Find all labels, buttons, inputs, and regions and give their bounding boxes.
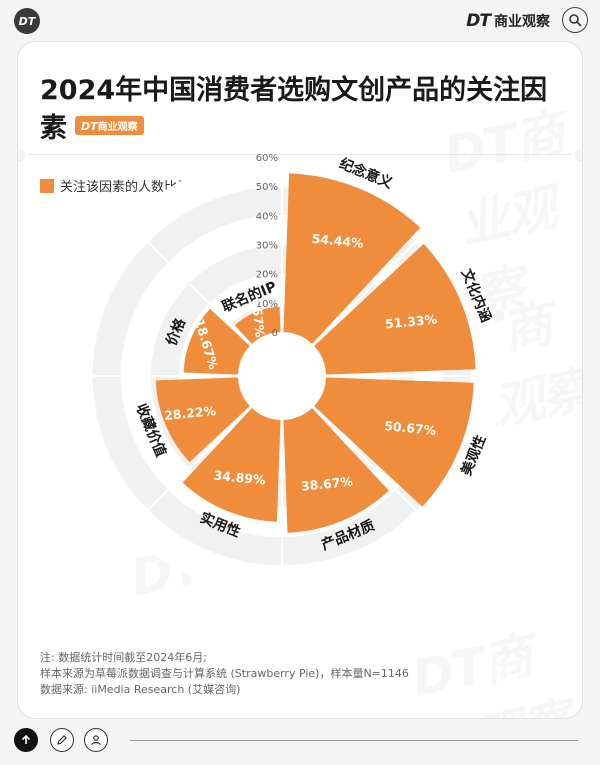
value-label: 54.44% (311, 231, 365, 251)
grid-spoke (312, 220, 438, 346)
value-label: 34.89% (213, 468, 267, 488)
bar-价格 (183, 308, 250, 375)
bar-收藏价值 (155, 377, 250, 463)
bottom-divider (130, 740, 578, 741)
search-icon (569, 14, 582, 27)
top-bar: DT DT 商业观察 (0, 0, 600, 42)
grid-spoke (312, 406, 438, 532)
legend: 关注该因素的人数比例 (40, 176, 190, 195)
bar-美观性 (314, 377, 474, 507)
page-title: 2024年中国消费者选购文创产品的关注因素 DT商业观察 (40, 72, 560, 148)
value-label: 28.22% (163, 403, 217, 423)
value-label: 8.67% (248, 293, 267, 338)
bar-文化内涵 (314, 243, 476, 375)
badge-dt: DT (81, 120, 98, 133)
note-line: 数据来源: iiMedia Research (艾媒咨询) (40, 683, 241, 696)
chart-ticks: 0 10% 20% 30% 40% 50% 60% (256, 153, 278, 339)
pencil-icon (57, 735, 67, 745)
tick-label: 0 (272, 328, 278, 339)
footnotes: 注: 数据统计时间截至2024年6月; 样本来源为草莓派数据调查与计算系统 (S… (40, 650, 409, 698)
edit-button[interactable] (50, 728, 74, 752)
search-button[interactable] (562, 7, 588, 33)
brand-name-text: 商业观察 (494, 14, 550, 30)
brand-dt-text: DT (466, 11, 491, 31)
grid-spoke (126, 220, 252, 346)
card-notch-left (18, 148, 25, 162)
value-label: 38.67% (300, 474, 354, 494)
dt-logo-icon[interactable]: DT (14, 8, 40, 34)
note-line: 样本来源为草莓派数据调查与计算系统 (Strawberry Pie)，样本量N=… (40, 667, 409, 680)
legend-swatch (40, 178, 54, 193)
tick-label: 20% (256, 270, 278, 281)
arrow-up-icon (21, 734, 31, 744)
title-badge: DT商业观察 (75, 116, 144, 135)
tick-label: 50% (256, 182, 278, 193)
divider (28, 154, 572, 155)
scroll-top-button[interactable] (14, 728, 38, 752)
user-icon (91, 735, 101, 746)
card-notch-right (575, 148, 582, 162)
grid-spoke (126, 406, 252, 532)
chart-grid (62, 156, 502, 596)
bar-联名的IP (234, 306, 281, 344)
tick-label: 30% (256, 241, 278, 252)
note-line: 注: 数据统计时间截至2024年6月; (40, 651, 207, 664)
value-label: 51.33% (384, 311, 438, 331)
tick-label: 10% (256, 299, 278, 310)
chart-bars (155, 173, 476, 533)
bottom-bar (0, 718, 600, 765)
profile-button[interactable] (84, 728, 108, 752)
legend-label: 关注该因素的人数比例 (60, 180, 191, 195)
bar-纪念意义 (283, 173, 421, 344)
chart-center (238, 332, 326, 420)
chart-card: DT商业观察 DT商业观察 DT商业观察 DT商业观察 2024年中国消费者选购… (18, 42, 582, 718)
brand-header: DT 商业观察 (466, 10, 550, 32)
value-label: 50.67% (384, 418, 438, 438)
title-text: 2024年中国消费者选购文创产品的关注因素 (40, 75, 548, 144)
bar-产品材质 (283, 408, 389, 533)
badge-name: 商业观察 (97, 122, 138, 133)
bar-实用性 (182, 408, 281, 522)
tick-label: 60% (256, 153, 278, 164)
tick-label: 40% (256, 211, 278, 222)
